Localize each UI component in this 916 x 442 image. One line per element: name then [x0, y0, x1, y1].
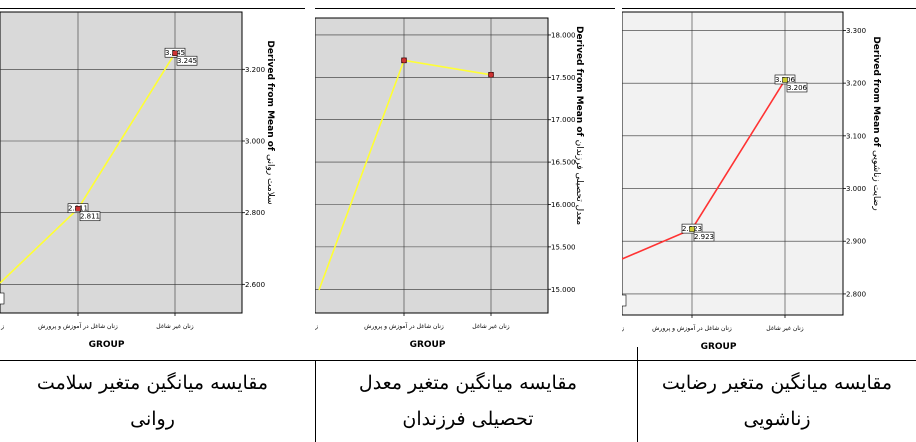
- caption-table-top-border: [0, 360, 916, 361]
- caption-divider: [315, 360, 316, 442]
- y-tick-label: 3.200: [245, 66, 265, 74]
- x-tick-label-cut: ز: [0, 323, 4, 330]
- data-label: 2.923: [694, 233, 714, 241]
- data-label-box: [79, 211, 101, 222]
- y-tick-label: 18.000: [551, 31, 576, 39]
- caption-children-gpa: مقایسه میانگین متغیر معدل تحصیلی فرزندان: [358, 372, 578, 430]
- data-label: 3.206: [787, 84, 808, 92]
- y-tick-label: 16.500: [551, 159, 576, 167]
- data-point: [172, 50, 178, 56]
- x-axis-title: GROUP: [89, 340, 125, 350]
- y-tick-label: 17.500: [551, 74, 576, 82]
- chart-marital-satisfaction-svg: 2.800 2.900 3.000 3.100 3.200 3.300 ز زنان شاغل…: [622, 11, 881, 352]
- x-tick-label: زنان غیر شاغل: [472, 323, 510, 330]
- top-rule: [622, 8, 916, 9]
- y-tick-label: 3.000: [846, 185, 866, 193]
- caption-divider-stub: [637, 347, 638, 361]
- top-rule: [0, 8, 305, 9]
- clipped-label-box: [622, 294, 627, 307]
- plot-area: [315, 17, 549, 314]
- data-label: 3.245: [177, 57, 197, 65]
- caption-divider: [637, 360, 638, 442]
- x-tick-label: زنان شاغل در آموزش و پرورش: [364, 321, 444, 330]
- chart-children-gpa: 15.000 15.500 16.000 16.500 17.000 17.500 18.0…: [315, 0, 620, 360]
- data-label: 2.811: [80, 213, 100, 221]
- chart-marital-satisfaction: 2.800 2.900 3.000 3.100 3.200 3.300 ز زنان شاغل…: [622, 0, 916, 360]
- data-point: [782, 77, 788, 83]
- caption-mental-health: مقایسه میانگین متغیر سلامت روانی: [36, 372, 269, 430]
- y-axis-title-fa: معدل تحصیلی فرزندان: [574, 140, 584, 226]
- data-point-circle: [488, 72, 494, 78]
- y-axis-title-en: Derived from Mean of: [871, 36, 881, 150]
- plot-area: [0, 11, 243, 314]
- chart-mental-health-svg: 2.600 2.800 3.000 3.200 ز زنان شاغل در آموزش …: [0, 11, 275, 350]
- y-axis-title-fa: سلامت روانی: [265, 154, 275, 205]
- y-tick-label: 2.600: [245, 281, 265, 289]
- data-point: [75, 205, 81, 212]
- y-axis-title: Derived from Mean of سلامت روانی: [265, 40, 275, 204]
- y-axis-title-en: Derived from Mean of: [574, 26, 584, 140]
- x-tick-label: زنان غیر شاغل: [156, 323, 194, 330]
- x-tick-label: زنان غیر شاغل: [766, 325, 804, 332]
- x-tick-label: زنان شاغل در آموزش و پرورش: [38, 321, 118, 330]
- y-axis-title: Derived from Mean of معدل تحصیلی فرزندان: [574, 26, 584, 225]
- x-axis-title: GROUP: [410, 340, 446, 350]
- y-tick-label: 17.000: [551, 116, 576, 124]
- y-tick-label: 3.200: [846, 80, 866, 88]
- data-label-box: [786, 82, 808, 93]
- x-tick-label: زنان شاغل در آموزش و پرورش: [652, 323, 732, 332]
- data-label-box: [176, 55, 198, 66]
- chart-children-gpa-svg: 15.000 15.500 16.000 16.500 17.000 17.500 18.0…: [315, 17, 584, 350]
- y-axis-title-en: Derived from Mean of: [265, 40, 275, 154]
- caption-table: مقایسه میانگین متغیر سلامت روانی مقایسه …: [0, 360, 916, 442]
- data-label-box: [693, 231, 715, 242]
- y-tick-label: 2.800: [846, 290, 866, 298]
- x-axis-title: GROUP: [701, 342, 737, 352]
- chart-mental-health: 2.600 2.800 3.000 3.200 ز زنان شاغل در آموزش …: [0, 0, 305, 360]
- x-tick-label-cut: زنان شا: [315, 323, 318, 330]
- y-tick-label: 15.000: [551, 286, 576, 294]
- y-axis-title-fa: رضایت زناشویی: [871, 150, 881, 211]
- x-tick-label-cut: ز: [622, 325, 624, 332]
- y-tick-label: 16.000: [551, 201, 576, 209]
- y-tick-label: 2.900: [846, 238, 866, 246]
- y-tick-label: 3.300: [846, 27, 866, 35]
- data-point-circle: [401, 57, 407, 64]
- data-point: [689, 226, 695, 232]
- top-rule: [315, 8, 615, 9]
- y-tick-label: 2.800: [245, 209, 265, 217]
- clipped-label-box: [0, 292, 5, 305]
- y-axis-title: Derived from Mean of رضایت زناشویی: [871, 36, 881, 210]
- y-tick-label: 15.500: [551, 243, 576, 251]
- y-tick-label: 3.000: [245, 138, 265, 146]
- y-tick-label: 3.100: [846, 132, 866, 140]
- caption-marital-satisfaction: مقایسه میانگین متغیر رضایت زناشویی: [661, 372, 893, 430]
